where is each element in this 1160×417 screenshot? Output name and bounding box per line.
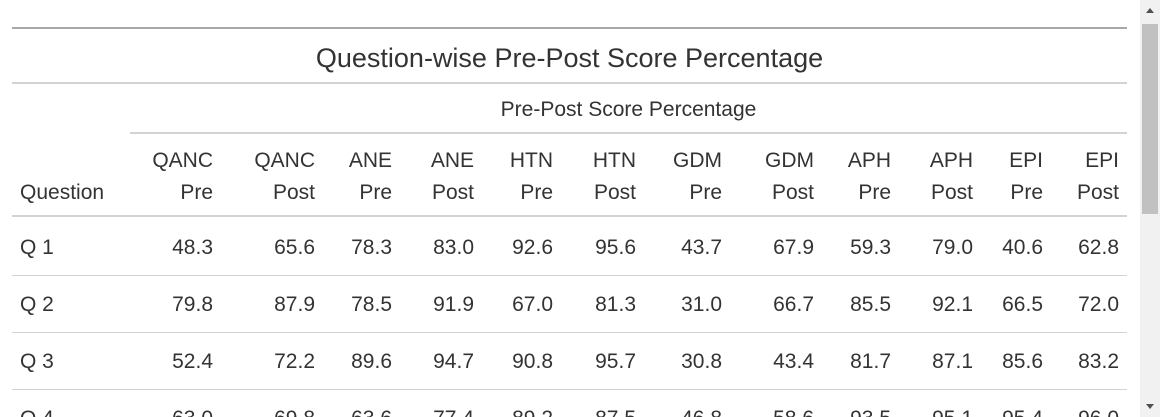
cell-value: 79.0 [932,236,973,259]
cell-value: 78.5 [351,293,392,316]
column-header: ANE Pre [348,149,392,204]
cell-value: 95.6 [595,236,636,259]
cell-value: 85.5 [850,293,891,316]
cell-value: 95.4 [1002,403,1043,417]
row-label: Q 2 [20,293,54,316]
cell-value: 65.6 [274,236,315,259]
row-border [12,332,1127,333]
cell-value: 59.3 [850,236,891,259]
table-title: Question-wise Pre-Post Score Percentage [315,43,824,73]
stub-header: Question [20,181,105,204]
cell-value: 92.1 [932,293,973,316]
header-border [12,215,1127,217]
cell-value: 66.7 [773,293,814,316]
cell-value: 77.4 [433,403,474,417]
cell-value: 63.6 [351,403,392,417]
cell-value: 79.8 [172,293,213,316]
row-label: Q 1 [20,236,54,259]
cell-value: 48.3 [172,236,213,259]
cell-value: 90.8 [512,350,553,373]
cell-value: 95.1 [932,403,973,417]
column-header: APH Pre [847,149,891,204]
cell-value: 78.3 [351,236,392,259]
cell-value: 63.0 [172,403,213,417]
cell-value: 92.6 [512,236,553,259]
row-label: Q 4 [20,403,54,417]
scrollbar-thumb[interactable] [1142,24,1158,214]
column-header: GDM Pre [673,149,722,204]
spanner-border [130,132,1127,134]
cell-value: 67.0 [512,293,553,316]
cell-value: 89.2 [512,403,553,417]
cell-value: 62.8 [1078,236,1119,259]
cell-value: 93.5 [850,403,891,417]
column-header: GDM Post [765,149,814,204]
title-border [12,82,1127,84]
cell-value: 46.8 [681,403,722,417]
cell-value: 81.3 [595,293,636,316]
cell-value: 40.6 [1002,236,1043,259]
cell-value: 30.8 [681,350,722,373]
column-header: QANC Pre [152,149,213,204]
row-label: Q 3 [20,350,54,373]
column-header: EPI Post [1076,149,1120,204]
cell-value: 83.0 [433,236,474,259]
cell-value: 31.0 [681,293,722,316]
cell-value: 89.6 [351,350,392,373]
cell-value: 87.9 [274,293,315,316]
spanner-label: Pre-Post Score Percentage [500,98,757,121]
column-header: QANC Post [254,149,315,204]
column-header: EPI Pre [1009,149,1043,204]
cell-value: 96.0 [1078,403,1119,417]
cell-value: 58.6 [773,403,814,417]
cell-value: 85.6 [1002,350,1043,373]
cell-value: 72.0 [1078,293,1119,316]
row-border [12,389,1127,390]
cell-value: 52.4 [172,350,213,373]
scrollbar-arrows[interactable] [1140,0,1160,417]
cell-value: 43.4 [773,350,814,373]
cell-value: 43.7 [681,236,722,259]
cell-value: 87.1 [932,350,973,373]
column-header: HTN Pre [509,149,553,204]
cell-value: 91.9 [433,293,474,316]
cell-value: 94.7 [433,350,474,373]
cell-value: 81.7 [850,350,891,373]
top-border [12,27,1127,29]
cell-value: 95.7 [595,350,636,373]
cell-value: 83.2 [1078,350,1119,373]
cell-value: 87.5 [595,403,636,417]
column-header: ANE Post [430,149,474,204]
cell-value: 67.9 [773,236,814,259]
row-border [12,275,1127,276]
column-header: APH Post [929,149,973,204]
cell-value: 69.8 [274,403,315,417]
cell-value: 72.2 [274,350,315,373]
column-header: HTN Post [592,149,636,204]
cell-value: 66.5 [1002,293,1043,316]
